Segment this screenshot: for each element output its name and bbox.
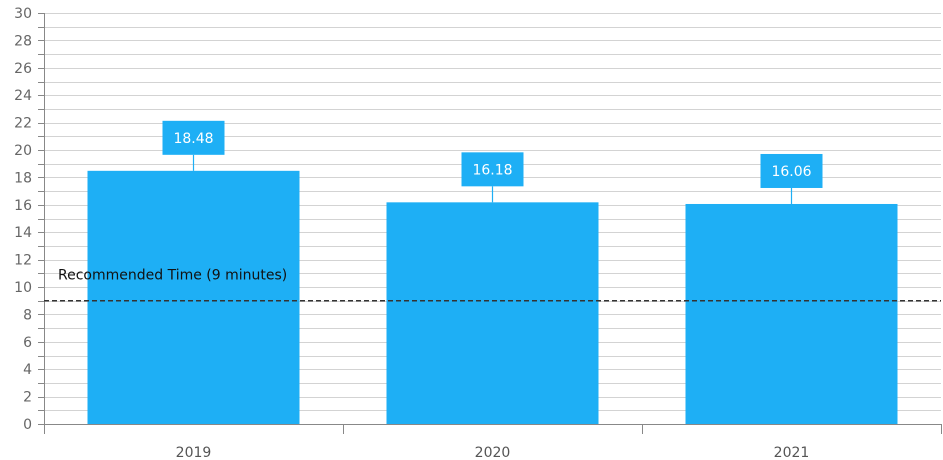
data-label-box: [461, 152, 524, 187]
x-axis-labels: 2019 2020 2021: [176, 445, 810, 460]
x-tick-label: 2020: [475, 445, 511, 460]
data-label-box: [162, 120, 225, 155]
y-tick-label: 30: [14, 6, 32, 22]
bar: [685, 203, 898, 424]
bars: [87, 170, 898, 424]
y-tick-label: 24: [14, 88, 32, 104]
y-tick-label: 2: [23, 390, 32, 406]
y-tick-label: 10: [14, 280, 32, 296]
x-tick-label: 2019: [176, 445, 212, 460]
data-label: 18.48: [173, 131, 213, 147]
data-label: 16.18: [472, 162, 512, 178]
reference-line-group: Recommended Time (9 minutes): [44, 268, 941, 302]
axes: [44, 13, 942, 434]
x-tick-label: 2021: [774, 445, 810, 460]
y-tick-label: 4: [23, 362, 32, 378]
y-tick-label: 26: [14, 61, 32, 77]
y-tick-label: 18: [14, 170, 32, 186]
y-tick-label: 14: [14, 225, 32, 241]
y-tick-label: 12: [14, 253, 32, 269]
y-tick-label: 8: [23, 307, 32, 323]
y-tick-label: 22: [14, 116, 32, 132]
data-labels: 18.48 16.18 16.06: [162, 120, 823, 204]
y-tick-label: 28: [14, 33, 32, 49]
bar: [386, 202, 599, 424]
reference-line-label: Recommended Time (9 minutes): [58, 268, 287, 284]
y-tick-label: 16: [14, 198, 32, 214]
data-label: 16.06: [771, 164, 811, 180]
bar: [87, 170, 300, 424]
y-tick-label: 20: [14, 143, 32, 159]
y-tick-label: 6: [23, 335, 32, 351]
y-tick-label: 0: [23, 417, 32, 433]
data-label-box: [760, 153, 823, 188]
